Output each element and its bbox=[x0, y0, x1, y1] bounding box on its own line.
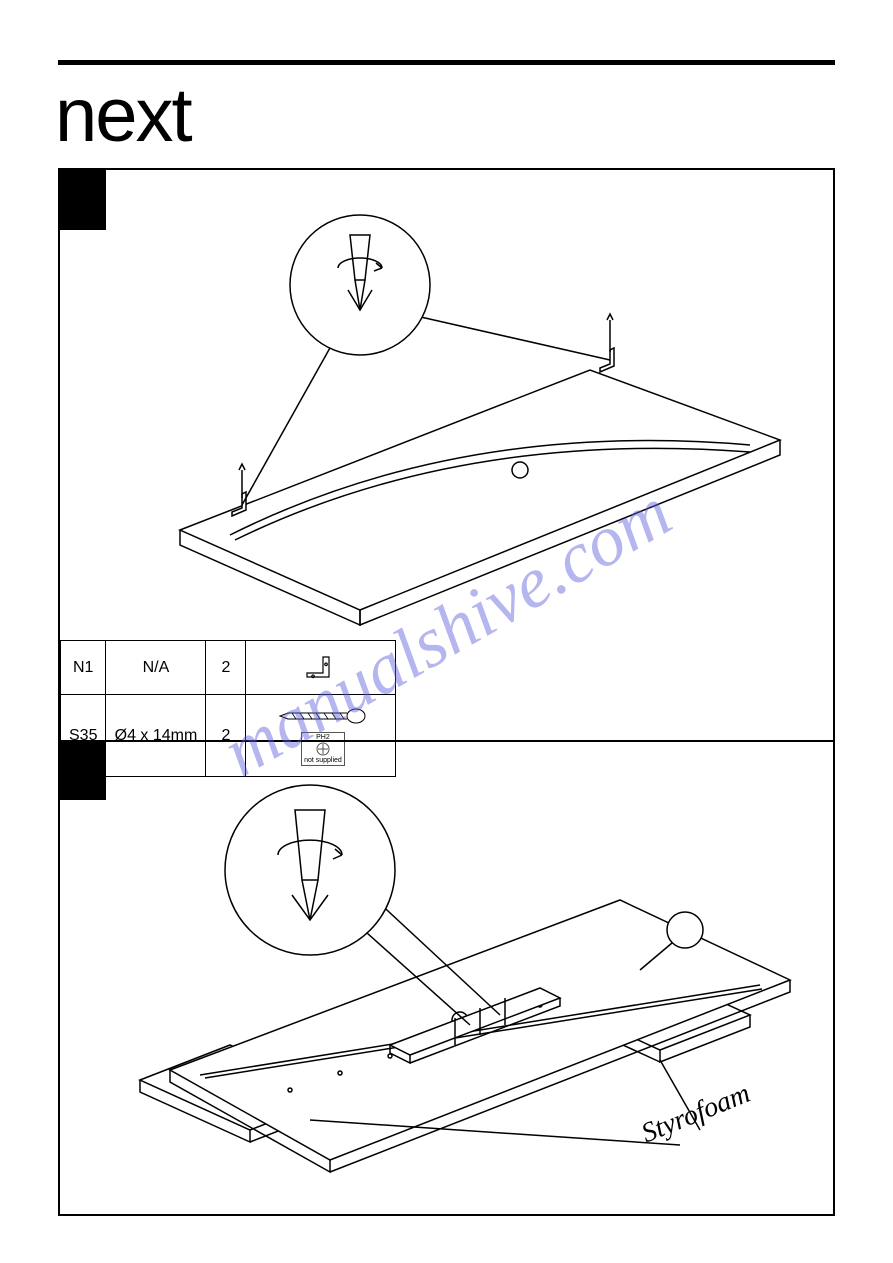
part-image bbox=[246, 641, 396, 695]
table-row: S35 Ø4 x 14mm 2 PH2 not supplied bbox=[61, 695, 396, 777]
diagram-step-1 bbox=[60, 190, 833, 640]
instruction-frame: N1 N/A 2 S35 Ø4 x 14mm 2 PH2 bbox=[58, 168, 835, 1216]
part-size: Ø4 x 14mm bbox=[106, 695, 206, 777]
bracket-icon bbox=[301, 651, 341, 679]
diagram-step-2: Styrofoam bbox=[60, 770, 833, 1200]
part-qty: 2 bbox=[206, 695, 246, 777]
part-qty: 2 bbox=[206, 641, 246, 695]
part-image: PH2 not supplied bbox=[246, 695, 396, 777]
not-supplied-label: not supplied bbox=[304, 757, 342, 764]
brand-logo: next bbox=[55, 72, 191, 159]
top-rule bbox=[58, 60, 835, 65]
screw-icon bbox=[276, 705, 366, 727]
part-code: N1 bbox=[61, 641, 106, 695]
part-size: N/A bbox=[106, 641, 206, 695]
parts-table: N1 N/A 2 S35 Ø4 x 14mm 2 PH2 bbox=[60, 640, 396, 777]
tool-note: PH2 not supplied bbox=[301, 732, 345, 766]
table-row: N1 N/A 2 bbox=[61, 641, 396, 695]
panel-divider bbox=[60, 740, 833, 742]
